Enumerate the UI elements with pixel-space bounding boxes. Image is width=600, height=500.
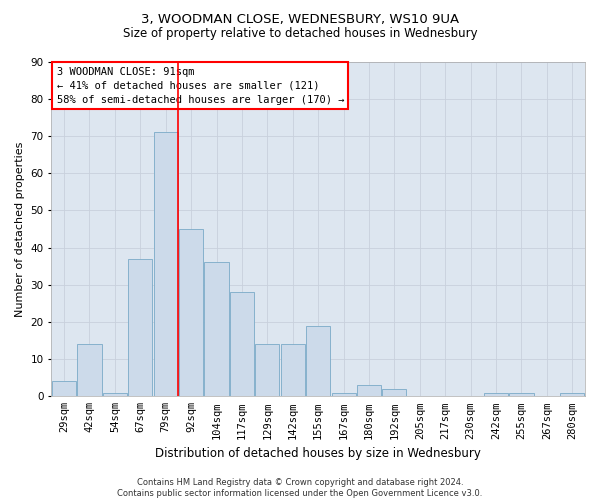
Text: Size of property relative to detached houses in Wednesbury: Size of property relative to detached ho… — [122, 28, 478, 40]
Bar — [509, 392, 533, 396]
Bar — [306, 326, 330, 396]
Y-axis label: Number of detached properties: Number of detached properties — [15, 141, 25, 316]
Text: Contains HM Land Registry data © Crown copyright and database right 2024.
Contai: Contains HM Land Registry data © Crown c… — [118, 478, 482, 498]
Bar — [179, 229, 203, 396]
X-axis label: Distribution of detached houses by size in Wednesbury: Distribution of detached houses by size … — [155, 447, 481, 460]
Bar — [77, 344, 101, 397]
Bar — [382, 389, 406, 396]
Text: 3, WOODMAN CLOSE, WEDNESBURY, WS10 9UA: 3, WOODMAN CLOSE, WEDNESBURY, WS10 9UA — [141, 12, 459, 26]
Bar — [103, 392, 127, 396]
Bar — [357, 385, 381, 396]
Bar — [230, 292, 254, 397]
Bar — [154, 132, 178, 396]
Bar — [128, 258, 152, 396]
Bar — [52, 382, 76, 396]
Bar — [484, 392, 508, 396]
Bar — [281, 344, 305, 397]
Bar — [560, 392, 584, 396]
Bar — [205, 262, 229, 396]
Text: 3 WOODMAN CLOSE: 91sqm
← 41% of detached houses are smaller (121)
58% of semi-de: 3 WOODMAN CLOSE: 91sqm ← 41% of detached… — [56, 66, 344, 104]
Bar — [255, 344, 280, 397]
Bar — [332, 392, 356, 396]
